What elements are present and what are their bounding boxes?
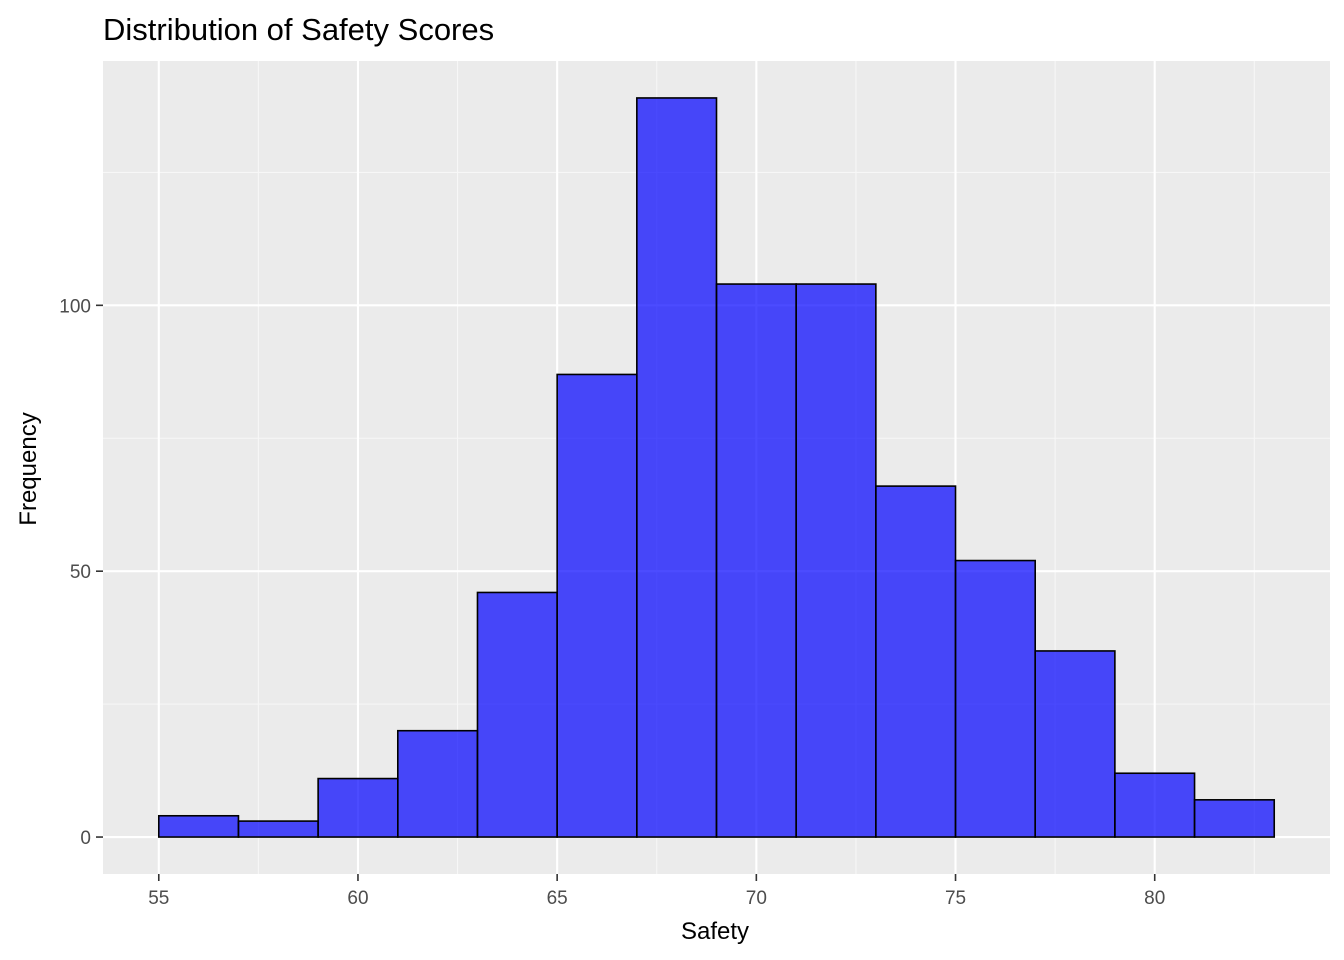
x-tick-label: 70 (746, 888, 767, 909)
x-tick-label: 65 (547, 888, 568, 909)
histogram-bar-8 (795, 283, 877, 838)
histogram-bar-2 (317, 777, 399, 838)
histogram-bar-4 (476, 591, 558, 838)
y-axis: 0 50 100 (59, 296, 103, 849)
x-axis-label: Safety (681, 918, 749, 945)
y-tick-label: 100 (59, 296, 91, 317)
histogram-bar-12 (1114, 772, 1196, 838)
histogram-bar-13 (1193, 799, 1276, 838)
x-tick-label: 80 (1144, 888, 1165, 909)
y-tick-label: 50 (70, 562, 91, 583)
histogram-bar-1 (237, 820, 319, 838)
y-axis-label: Frequency (15, 412, 42, 525)
x-tick-label: 60 (347, 888, 368, 909)
histogram-bar-7 (715, 283, 797, 838)
histogram-bar-10 (954, 559, 1037, 838)
histogram-bar-0 (157, 814, 240, 838)
x-tick-label: 55 (148, 888, 169, 909)
histogram-bar-9 (875, 485, 957, 838)
histogram-bar-6 (636, 97, 718, 838)
histogram-bar-3 (396, 729, 479, 838)
histogram-bar-11 (1034, 650, 1116, 838)
x-axis: 55 60 65 70 75 80 (148, 874, 1165, 909)
histogram-bars (157, 97, 1276, 838)
histogram-bar-5 (556, 373, 638, 838)
x-tick-label: 75 (945, 888, 966, 909)
chart-title: Distribution of Safety Scores (103, 12, 494, 47)
y-tick-label: 0 (80, 828, 91, 849)
